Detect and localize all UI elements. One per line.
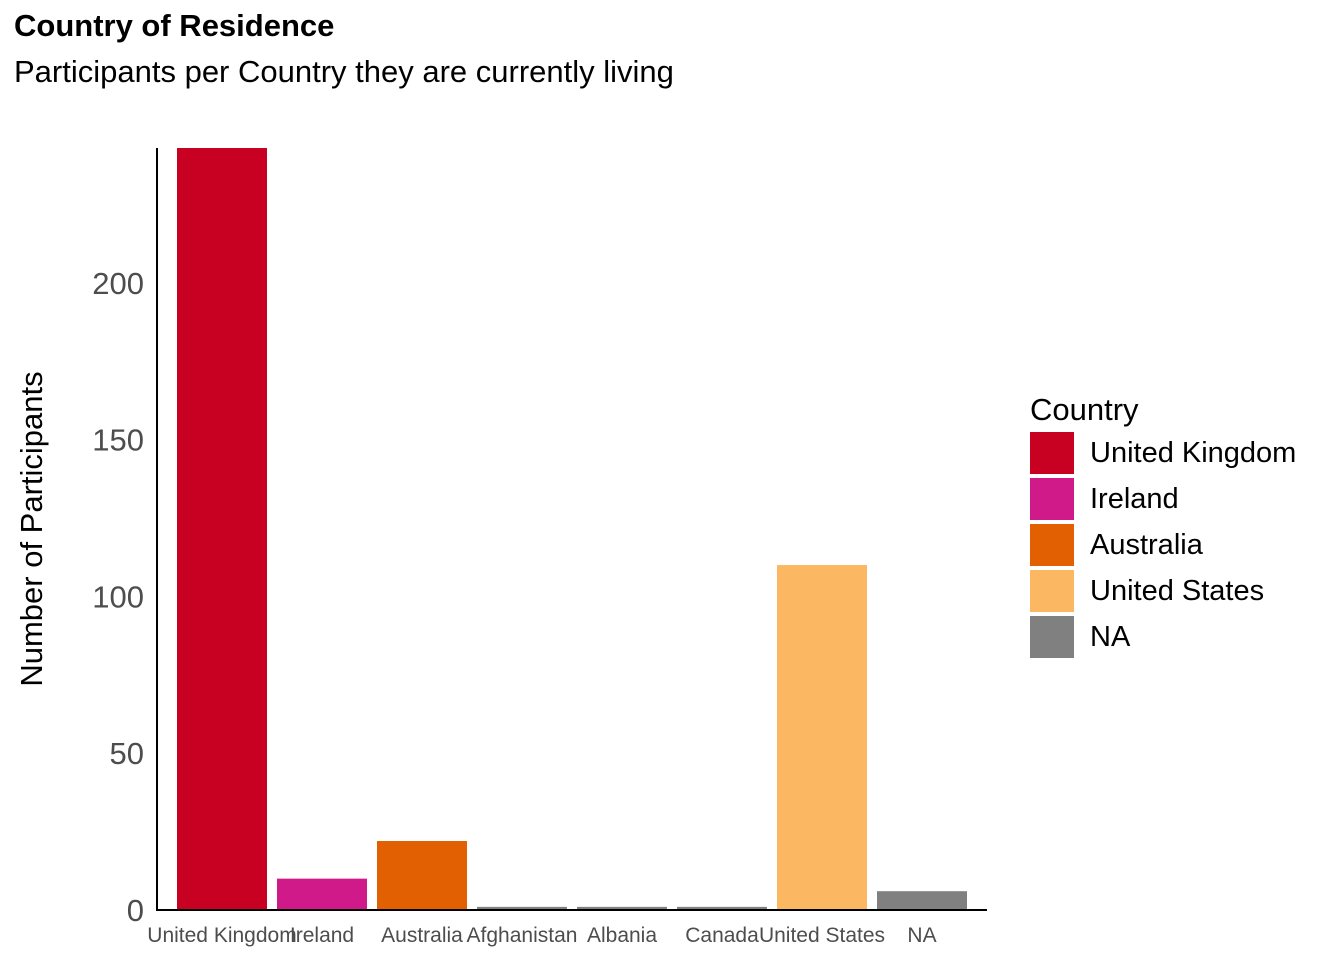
legend-swatch — [1030, 616, 1074, 658]
bar-australia — [377, 841, 467, 910]
legend-item: Australia — [1030, 522, 1296, 568]
y-axis-label: Number of Participants — [14, 371, 49, 686]
y-tick-label: 0 — [127, 893, 144, 928]
y-tick-label: 100 — [92, 579, 144, 614]
chart-subtitle: Participants per Country they are curren… — [14, 54, 674, 89]
x-tick-label: United States — [759, 924, 885, 947]
legend-swatch — [1030, 570, 1074, 612]
y-tick-label: 50 — [110, 736, 144, 771]
bar-albania — [577, 906, 667, 910]
bar-na — [877, 891, 967, 910]
x-tick-label: Australia — [381, 924, 463, 947]
y-tick-label: 200 — [92, 266, 144, 301]
bar-afghanistan — [477, 906, 567, 910]
legend-label: United Kingdom — [1090, 436, 1297, 469]
legend-item: United States — [1030, 568, 1296, 614]
x-tick-label: Afghanistan — [467, 924, 578, 947]
legend-title: Country — [1030, 392, 1139, 427]
bar-canada — [677, 906, 767, 910]
legend-swatch — [1030, 524, 1074, 566]
y-tick-label: 150 — [92, 423, 144, 458]
legend-swatch — [1030, 478, 1074, 520]
x-tick-label: NA — [907, 924, 936, 947]
bar-united-kingdom — [177, 148, 267, 910]
x-tick-label: Ireland — [290, 924, 354, 947]
axes-group — [156, 148, 987, 911]
legend-item: NA — [1030, 614, 1296, 660]
legend-label: Australia — [1090, 528, 1203, 561]
legend-label: United States — [1090, 574, 1265, 607]
legend: Country United Kingdom Ireland Australia Un… — [1030, 390, 1296, 660]
bar-united-states — [777, 565, 867, 910]
legend-label: Ireland — [1090, 482, 1179, 515]
x-tick-label: Albania — [587, 924, 657, 947]
legend-swatch — [1030, 432, 1074, 474]
chart-title: Country of Residence — [14, 8, 335, 43]
legend-item: United Kingdom — [1030, 430, 1296, 476]
x-tick-label: United Kingdom — [147, 924, 296, 947]
legend-label: NA — [1090, 620, 1131, 653]
bar-ireland — [277, 878, 367, 910]
legend-item: Ireland — [1030, 476, 1296, 522]
x-tick-label: Canada — [685, 924, 759, 947]
bars-group — [177, 148, 967, 910]
legend-items: United Kingdom Ireland Australia United Sta… — [1030, 430, 1296, 660]
